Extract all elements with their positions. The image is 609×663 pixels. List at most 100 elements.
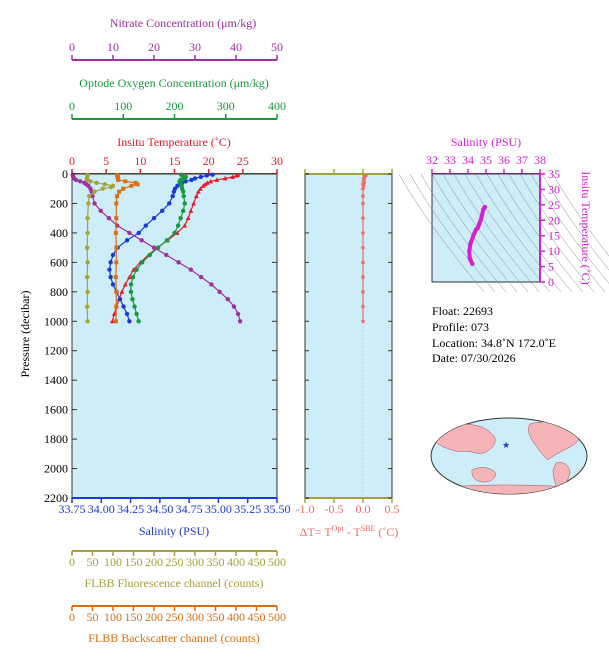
salinity-point <box>136 230 141 236</box>
fluorescence-tick-label: 0 <box>69 555 75 569</box>
salinity-tick-label: 35.50 <box>264 502 291 516</box>
fluorescence-point <box>102 182 108 187</box>
ts-y-tick-label: 0 <box>548 275 554 289</box>
fluorescence-tick-label: 300 <box>186 555 204 569</box>
ts-point <box>476 221 482 227</box>
nitrate-point <box>209 282 214 287</box>
salinity-point <box>108 274 113 280</box>
delta-t-point <box>361 194 365 198</box>
temperature-tick-label: 15 <box>169 154 181 168</box>
temperature-point <box>185 215 191 221</box>
pressure-tick-label: 1600 <box>44 403 68 417</box>
backscatter-point <box>135 182 140 187</box>
salinity-point <box>189 177 194 183</box>
delta-t-point <box>361 201 365 206</box>
pressure-axis-title: Pressure (decibar) <box>18 291 32 378</box>
delta-t-series <box>361 172 368 498</box>
backscatter-tick-label: 450 <box>248 610 266 624</box>
backscatter-tick-label: 0 <box>69 610 75 624</box>
fluorescence-tick-label: 350 <box>207 555 225 569</box>
backscatter-point <box>113 275 118 280</box>
ts-point <box>481 207 486 212</box>
oxygen-point <box>178 215 183 221</box>
pressure-tick-label: 2000 <box>44 462 68 476</box>
fluorescence-point <box>92 189 97 194</box>
pressure-tick-label: 1000 <box>44 314 68 328</box>
nitrate-axis-title: Nitrate Concentration (μm/kg) <box>110 16 256 30</box>
ts-salinity-axis: 32 33 34 35 36 37 38 <box>426 153 546 175</box>
map-antarctica <box>439 484 581 494</box>
backscatter-point <box>113 319 118 324</box>
backscatter-tick-label: 100 <box>104 610 122 624</box>
salinity-point <box>198 174 204 180</box>
backscatter-tick-label: 500 <box>268 610 286 624</box>
float-location: Location: 34.8˚N 172.0˚E <box>432 336 556 350</box>
temperature-point <box>208 178 214 184</box>
pressure-tick-label: 600 <box>50 255 68 269</box>
backscatter-tick-label: 50 <box>87 610 99 624</box>
backscatter-point <box>114 304 119 309</box>
nitrate-point <box>78 179 83 184</box>
temperature-point <box>188 208 194 213</box>
ts-density-contour <box>497 173 584 293</box>
salinity-axis: 33.75 34.00 34.25 34.50 34.75 35.00 35.25 35.50 <box>59 497 291 516</box>
salinity-point <box>108 260 113 265</box>
fluorescence-tick-label: 500 <box>268 555 286 569</box>
ts-point <box>471 232 476 237</box>
fluorescence-point <box>85 260 90 265</box>
salinity-point <box>204 173 209 178</box>
ts-x-tick-label: 37 <box>516 153 528 167</box>
delta-t-point <box>361 319 365 324</box>
oxygen-point <box>134 267 139 272</box>
fluorescence-point <box>84 304 90 309</box>
oxygen-point <box>182 201 187 206</box>
delta-t-axis-title: ΔT= TOpt - TSBE (˚C) <box>300 524 399 539</box>
pressure-tick-label: 1800 <box>44 432 68 446</box>
salinity-point <box>170 193 175 199</box>
ts-density-contour <box>552 173 609 257</box>
salinity-point <box>192 176 198 181</box>
fluorescence-point <box>85 289 90 295</box>
pressure-tick-label: 0 <box>62 167 68 181</box>
temperature-point <box>214 177 220 182</box>
backscatter-tick-label: 150 <box>125 610 143 624</box>
ts-density-contour <box>431 173 518 293</box>
salinity-point <box>117 296 123 302</box>
salinity-tick-label: 34.75 <box>176 502 203 516</box>
oxygen-point <box>128 289 134 295</box>
ts-plot-area <box>431 173 541 283</box>
fluorescence-point <box>94 180 99 186</box>
delta-t-point <box>361 216 365 220</box>
fluorescence-point <box>85 230 90 236</box>
ts-x-tick-label: 36 <box>498 153 510 167</box>
ts-y-tick-label: 35 <box>548 167 560 181</box>
ts-point <box>468 241 473 246</box>
oxygen-point <box>136 319 141 324</box>
fluorescence-tick-label: 50 <box>87 555 99 569</box>
salinity-point <box>160 208 165 214</box>
salinity-tick-label: 33.75 <box>59 502 86 516</box>
delta-t-point <box>361 275 365 279</box>
fluorescence-point <box>84 177 90 183</box>
fluorescence-tick-label: 400 <box>227 555 245 569</box>
oxygen-point <box>181 193 186 199</box>
nitrate-point <box>92 201 97 206</box>
backscatter-tick-label: 200 <box>145 610 163 624</box>
temperature-point <box>234 173 240 178</box>
backscatter-point <box>114 201 119 206</box>
fluorescence-tick-label: 250 <box>166 555 184 569</box>
oxygen-axis-title: Optode Oxygen Concentration (μm/kg) <box>79 76 268 90</box>
temperature-tick-label: 20 <box>203 154 215 168</box>
oxygen-point <box>140 260 145 265</box>
pressure-tick-label: 1200 <box>44 344 68 358</box>
oxygen-point <box>181 208 186 214</box>
fluorescence-tick-label: 200 <box>145 555 163 569</box>
oxygen-point <box>134 311 139 317</box>
nitrate-tick-label: 30 <box>189 40 201 54</box>
oxygen-point <box>172 230 177 236</box>
ts-series <box>467 204 488 266</box>
ts-point <box>468 257 473 262</box>
temperature-point <box>200 183 206 188</box>
nitrate-tick-label: 50 <box>271 40 283 54</box>
